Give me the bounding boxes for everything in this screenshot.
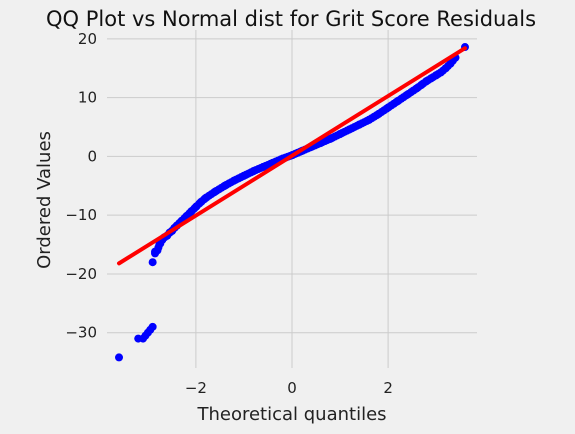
data-point [149,258,157,266]
x-tick-label: −2 [185,379,207,397]
chart-title: QQ Plot vs Normal dist for Grit Score Re… [46,7,536,31]
y-tick-label: −10 [65,206,97,224]
x-tick-label: 2 [383,379,393,397]
y-tick-label: −30 [65,324,97,342]
data-point [149,323,157,331]
y-tick-label: 20 [78,30,97,48]
y-tick-label: 0 [87,147,97,165]
x-tick-label: 0 [287,379,297,397]
y-axis-label: Ordered Values [34,131,55,269]
y-tick-label: −20 [65,265,97,283]
x-axis-label: Theoretical quantiles [196,404,386,425]
data-point [115,353,123,361]
y-tick-label: 10 [78,89,97,107]
